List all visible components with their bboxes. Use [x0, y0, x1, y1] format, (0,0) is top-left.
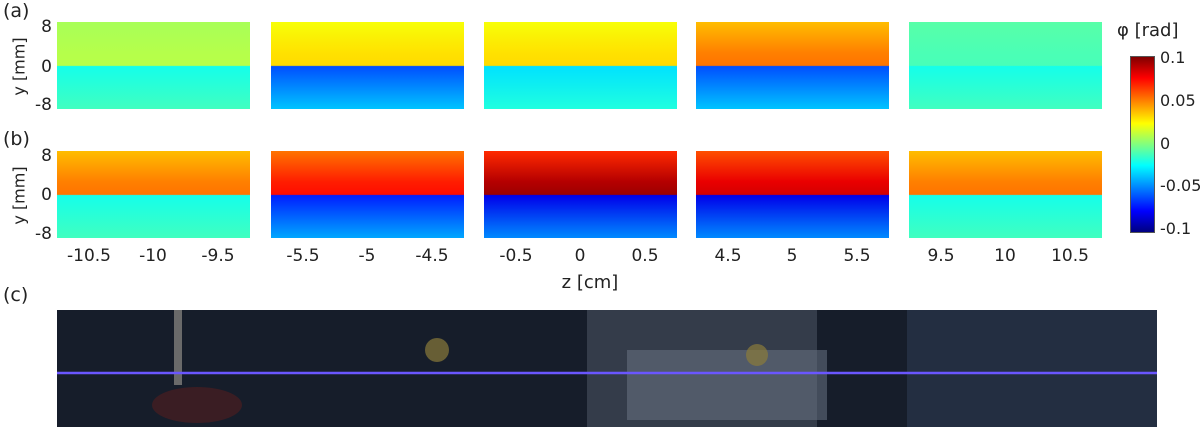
- x-tick-2-1: -5.5: [286, 246, 320, 266]
- x-tick-5-1: 9.5: [927, 246, 955, 266]
- heatmap-b-3: [484, 151, 677, 238]
- x-tick-1-3: -9.5: [201, 246, 235, 266]
- photo-device: [627, 350, 827, 420]
- colorbar-tick-3: 0: [1160, 134, 1171, 153]
- colorbar: [1130, 56, 1155, 233]
- heatmap-a-3: [484, 22, 677, 109]
- photo-background-object: [907, 310, 1157, 427]
- heatmap-a-5: [909, 22, 1102, 109]
- y-tick-b-bottom: -8: [35, 224, 52, 244]
- heatmap-a-4: [696, 22, 889, 109]
- laser-beam: [57, 372, 1157, 374]
- y-tick-b-mid: 0: [41, 185, 52, 205]
- photo-knob-1: [425, 338, 449, 362]
- x-tick-5-3: 10.5: [1051, 246, 1089, 266]
- x-tick-3-1: -0.5: [499, 246, 533, 266]
- panel-label-a: (a): [3, 0, 30, 22]
- y-tick-a-bottom: -8: [35, 95, 52, 115]
- heatmap-a-2: [271, 22, 464, 109]
- y-tick-b-top: 8: [41, 146, 52, 166]
- heatmap-a-1: [57, 22, 250, 109]
- experiment-photo: [57, 310, 1157, 427]
- x-tick-3-2: 0: [574, 246, 586, 266]
- photo-post: [174, 310, 182, 385]
- colorbar-tick-1: 0.1: [1160, 48, 1186, 67]
- x-tick-4-2: 5: [786, 246, 798, 266]
- x-tick-4-1: 4.5: [714, 246, 742, 266]
- colorbar-tick-5: -0.1: [1160, 219, 1192, 238]
- laser-beam-glow: [57, 371, 1157, 375]
- photo-red-object: [152, 387, 242, 423]
- colorbar-tick-2: 0.05: [1160, 91, 1196, 110]
- colorbar-title: φ [rad]: [1117, 20, 1179, 41]
- panel-label-c: (c): [3, 284, 29, 306]
- photo-scene: [57, 310, 1157, 427]
- heatmap-b-2: [271, 151, 464, 238]
- heatmap-b-1: [57, 151, 250, 238]
- photo-knob-2: [746, 344, 768, 366]
- x-tick-1-2: -10: [139, 246, 167, 266]
- x-tick-2-3: -4.5: [415, 246, 449, 266]
- x-tick-2-2: -5: [358, 246, 376, 266]
- x-tick-3-3: 0.5: [631, 246, 659, 266]
- x-axis-label: z [cm]: [561, 272, 619, 293]
- x-tick-5-2: 10: [994, 246, 1016, 266]
- x-tick-1-1: -10.5: [67, 246, 111, 266]
- heatmap-b-5: [909, 151, 1102, 238]
- y-tick-a-top: 8: [41, 17, 52, 37]
- heatmap-b-4: [696, 151, 889, 238]
- y-tick-a-mid: 0: [41, 57, 52, 77]
- panel-label-b: (b): [3, 128, 30, 150]
- colorbar-tick-4: -0.05: [1160, 176, 1200, 195]
- x-tick-4-3: 5.5: [843, 246, 871, 266]
